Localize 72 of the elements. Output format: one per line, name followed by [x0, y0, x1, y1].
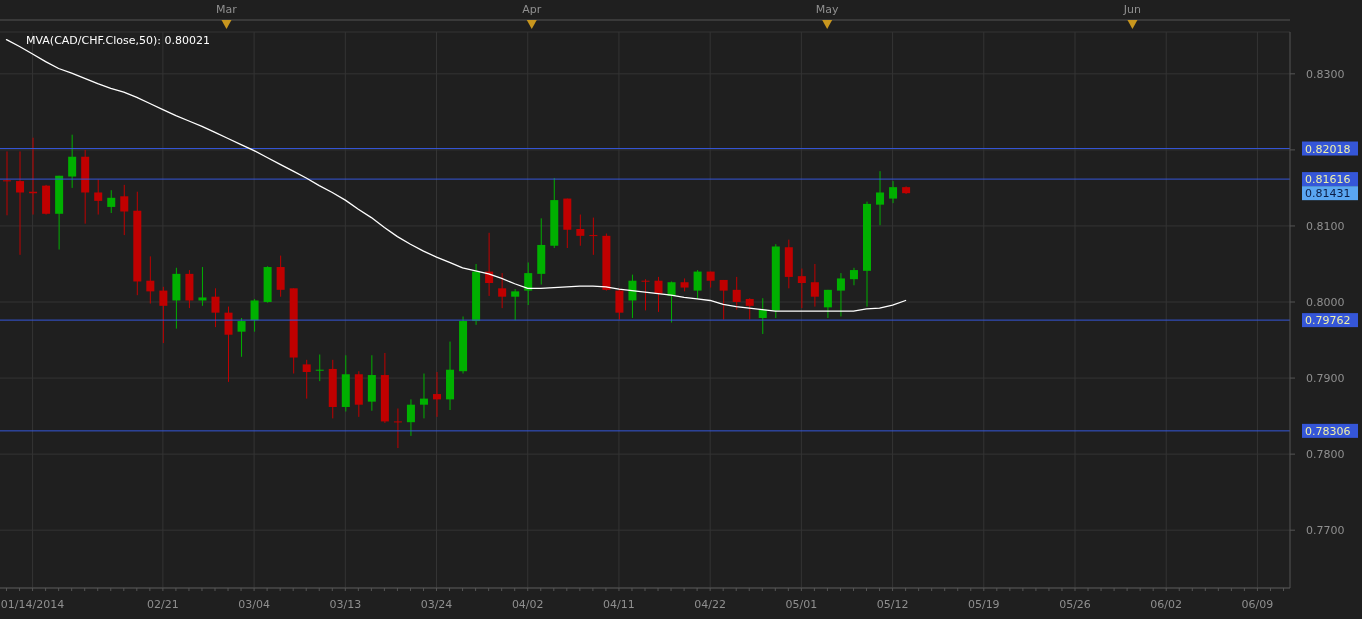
candlestick [849, 267, 858, 286]
candlestick [511, 288, 520, 321]
text: 0.81431 [1305, 187, 1351, 201]
candlestick [211, 287, 220, 328]
candlestick [641, 278, 650, 311]
x-tick-label: 02/21 [147, 598, 179, 611]
candlestick [250, 298, 259, 333]
candlestick [693, 269, 702, 300]
candlestick [406, 398, 415, 437]
x-tick-label: 05/26 [1059, 598, 1091, 611]
x-tick-label: 06/02 [1150, 598, 1183, 611]
candlestick [667, 280, 676, 324]
candlestick [198, 266, 207, 307]
candlestick [823, 289, 832, 319]
candlestick [797, 268, 806, 309]
y-tick-label: 0.8100 [1306, 219, 1345, 233]
candlestick [810, 263, 819, 308]
candlestick [524, 261, 533, 306]
candlestick [224, 306, 233, 383]
candlestick [107, 189, 116, 214]
candlestick [615, 287, 624, 321]
candlestick [836, 272, 845, 317]
x-tick-label: 04/22 [694, 598, 726, 611]
x2-tick-label: Mar [216, 3, 238, 16]
candlestick [732, 276, 741, 311]
y-tick-label: 0.8300 [1306, 67, 1345, 81]
x-tick-label: 03/13 [329, 598, 362, 611]
x-tick-label: 03/24 [420, 598, 453, 611]
y-tick-label: 0.7800 [1306, 448, 1345, 462]
candlestick [576, 214, 585, 247]
x2-tick-label: May [815, 3, 840, 16]
candlestick [393, 408, 402, 449]
candlestick [120, 184, 129, 236]
candlestick [94, 179, 103, 216]
candlestick [237, 317, 246, 358]
ref-line-label: 0.81616 [1305, 173, 1351, 187]
candlestick [159, 286, 168, 344]
candlestick [654, 276, 663, 313]
x-tick-label: 04/02 [511, 598, 544, 611]
x-tick-label: 01/14/2014 [0, 598, 65, 611]
x-tick-label: 06/09 [1241, 598, 1274, 611]
x-tick-label: 05/19 [967, 598, 1000, 611]
y-tick-label: 0.7900 [1306, 372, 1345, 386]
candlestick [719, 279, 728, 321]
candlestick [628, 274, 637, 319]
x-tick-label: 05/01 [785, 598, 818, 611]
ref-line-label: 0.79762 [1305, 314, 1351, 328]
candlestick [876, 170, 885, 226]
x-tick-label: 04/11 [603, 598, 635, 611]
candlestick [433, 371, 441, 418]
candlestick [68, 134, 77, 189]
candlestick [589, 217, 598, 256]
y-tick-label: 0.7700 [1306, 524, 1345, 538]
candlestick [146, 255, 155, 305]
x2-tick-label: Apr [522, 3, 542, 16]
candlestick [315, 354, 324, 382]
y-tick-label: 0.8000 [1306, 296, 1345, 310]
candlestick [276, 255, 285, 298]
series-label: MVA(CAD/CHF.Close,50): 0.80021 [26, 34, 210, 47]
candlestick [3, 150, 11, 216]
x2-tick-label: Jun [1122, 3, 1142, 16]
candlestick [302, 359, 311, 400]
candlestick [498, 272, 507, 309]
candlestick [419, 373, 428, 419]
x-tick-label: 05/12 [876, 598, 909, 611]
ref-line-label: 0.82018 [1305, 142, 1351, 156]
candlestick [758, 297, 767, 335]
candlestick [16, 150, 25, 256]
x-tick-label: 03/04 [238, 598, 270, 611]
ref-line-label: 0.78306 [1305, 424, 1351, 438]
candlestick [889, 180, 898, 204]
candlestick [745, 297, 754, 321]
